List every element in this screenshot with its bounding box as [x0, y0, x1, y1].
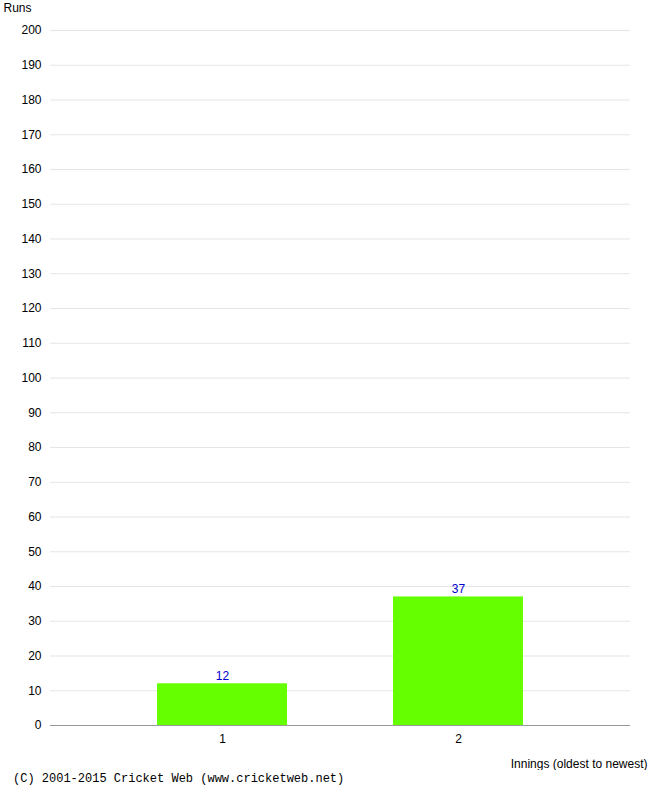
svg-text:100: 100	[21, 371, 41, 385]
html-text:(C) 2001-2015 Cricket Web (www: (C) 2001-2015 Cricket Web (www.cricketwe…	[13, 772, 345, 786]
svg-text:30: 30	[28, 614, 42, 628]
svg-text:140: 140	[21, 232, 41, 246]
svg-text:80: 80	[28, 440, 42, 454]
svg-text:12: 12	[216, 669, 230, 683]
svg-text:170: 170	[21, 128, 41, 142]
svg-text:150: 150	[21, 197, 41, 211]
svg-text:180: 180	[21, 93, 41, 107]
svg-text:Innings (oldest to newest): Innings (oldest to newest)	[511, 757, 648, 771]
svg-text:40: 40	[28, 579, 42, 593]
svg-text:1: 1	[219, 732, 226, 746]
svg-text:20: 20	[28, 649, 42, 663]
svg-text:200: 200	[21, 23, 41, 37]
svg-text:90: 90	[28, 406, 42, 420]
svg-text:120: 120	[21, 301, 41, 315]
svg-text:37: 37	[452, 582, 466, 596]
svg-text:70: 70	[28, 475, 42, 489]
svg-text:0: 0	[35, 718, 42, 732]
svg-text:190: 190	[21, 58, 41, 72]
svg-text:160: 160	[21, 162, 41, 176]
svg-text:50: 50	[28, 545, 42, 559]
svg-text:2: 2	[455, 732, 462, 746]
svg-text:110: 110	[22, 336, 41, 350]
svg-text:60: 60	[28, 510, 42, 524]
svg-text:Runs: Runs	[4, 1, 32, 15]
svg-text:130: 130	[21, 267, 41, 281]
svg-text:10: 10	[28, 684, 42, 698]
